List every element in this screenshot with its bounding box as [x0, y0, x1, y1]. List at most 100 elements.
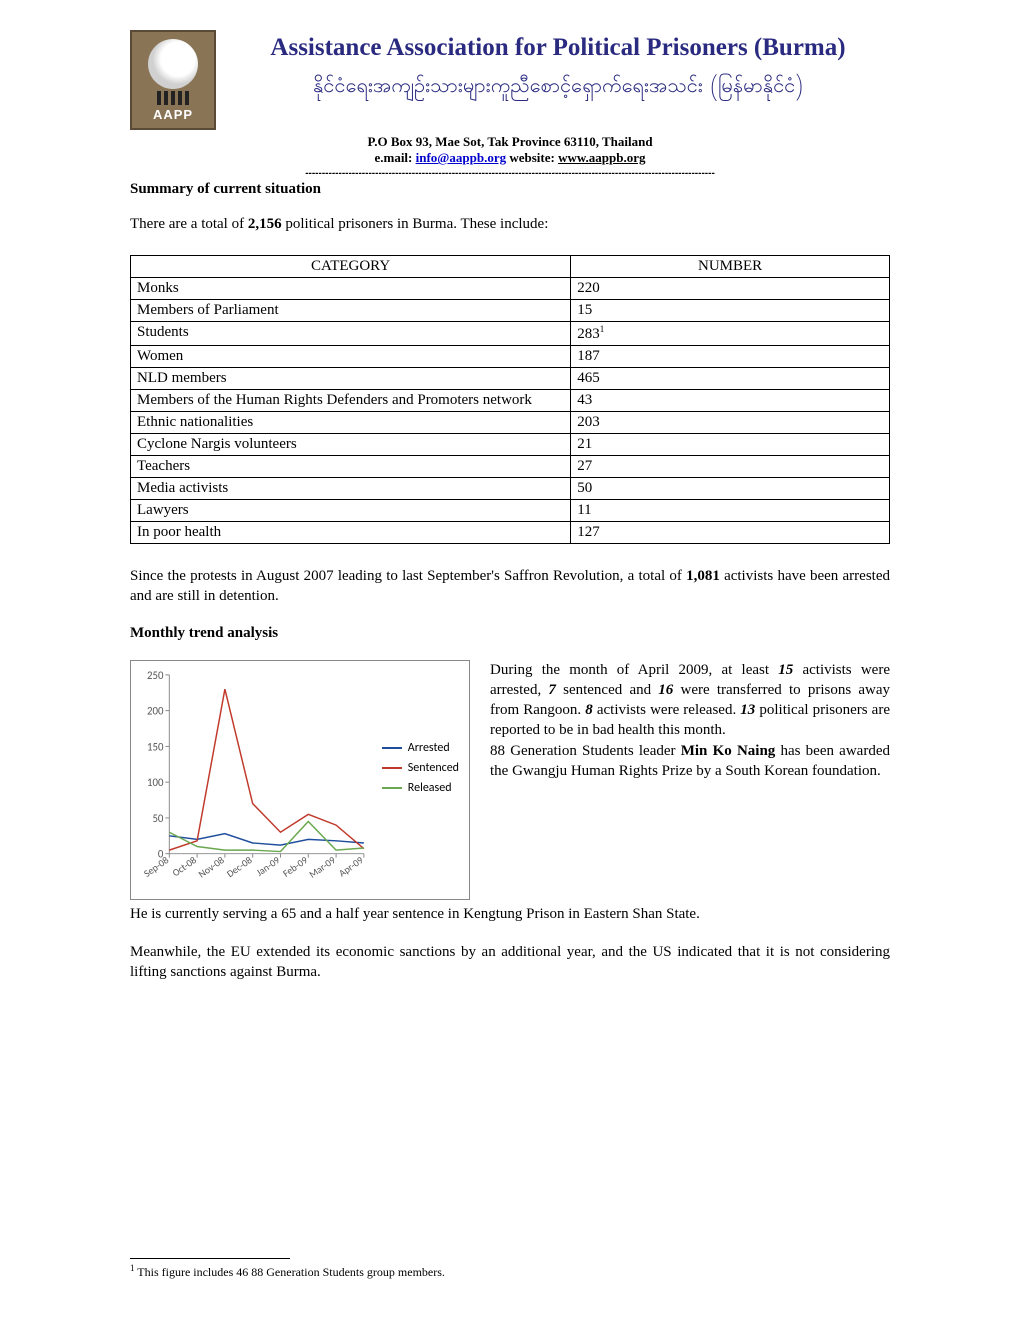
title-block: Assistance Association for Political Pri… — [226, 30, 890, 110]
main-title: Assistance Association for Political Pri… — [226, 34, 890, 62]
mt-name: Min Ko Naing — [681, 743, 776, 759]
since-paragraph: Since the protests in August 2007 leadin… — [130, 566, 890, 607]
footnote-rule — [130, 1258, 290, 1259]
cell-category: Teachers — [131, 456, 571, 478]
monthly-text: During the month of April 2009, at least… — [490, 660, 890, 782]
mt-e: activists were released. — [593, 702, 741, 718]
cell-number: 27 — [571, 456, 890, 478]
table-row: In poor health127 — [131, 522, 890, 544]
cell-number: 15 — [571, 300, 890, 322]
monthly-section: 050100150200250Sep-08Oct-08Nov-08Dec-08J… — [130, 660, 890, 900]
cell-category: Students — [131, 322, 571, 346]
cell-category: Members of the Human Rights Defenders an… — [131, 390, 571, 412]
table-row: Members of the Human Rights Defenders an… — [131, 390, 890, 412]
footnotes: 1 This figure includes 46 88 Generation … — [130, 1258, 890, 1280]
header: AAPP Assistance Association for Politica… — [130, 30, 890, 130]
legend-swatch — [382, 747, 402, 749]
table-row: Cyclone Nargis volunteers21 — [131, 434, 890, 456]
mt-sentenced: 7 — [548, 682, 556, 698]
prison-bars-icon — [157, 91, 189, 105]
cell-category: Women — [131, 346, 571, 368]
logo-text: AAPP — [153, 107, 193, 122]
svg-text:Mar-09: Mar-09 — [307, 854, 338, 881]
table-row: Media activists50 — [131, 478, 890, 500]
sub-title-burmese: နိုင်ငံရေးအကျဉ်းသားများကူညီစောင့်ရှောက်ရ… — [226, 72, 890, 102]
cell-category: Monks — [131, 278, 571, 300]
email-label: e.mail: — [374, 150, 415, 165]
legend-item: Sentenced — [382, 761, 459, 775]
cell-category: Lawyers — [131, 500, 571, 522]
mt-p2a: 88 Generation Students leader — [490, 743, 681, 759]
col-number: NUMBER — [571, 256, 890, 278]
table-row: Women187 — [131, 346, 890, 368]
since-count: 1,081 — [686, 568, 720, 584]
legend-item: Released — [382, 781, 459, 795]
trend-chart: 050100150200250Sep-08Oct-08Nov-08Dec-08J… — [130, 660, 470, 900]
svg-text:Dec-08: Dec-08 — [225, 854, 255, 880]
cell-category: Cyclone Nargis volunteers — [131, 434, 571, 456]
legend-label: Sentenced — [408, 761, 459, 775]
svg-text:100: 100 — [147, 776, 164, 789]
svg-text:Feb-09: Feb-09 — [281, 854, 310, 880]
contact-block: P.O Box 93, Mae Sot, Tak Province 63110,… — [130, 134, 890, 166]
cell-number: 203 — [571, 412, 890, 434]
moon-icon — [148, 39, 198, 89]
legend-item: Arrested — [382, 741, 459, 755]
intro-suffix: political prisoners in Burma. These incl… — [282, 216, 549, 232]
intro-text: There are a total of 2,156 political pri… — [130, 216, 890, 233]
cell-number: 127 — [571, 522, 890, 544]
divider-line: ----------------------------------------… — [130, 168, 890, 179]
cell-number: 220 — [571, 278, 890, 300]
address-line: P.O Box 93, Mae Sot, Tak Province 63110,… — [130, 134, 890, 150]
cell-category: Media activists — [131, 478, 571, 500]
cell-category: In poor health — [131, 522, 571, 544]
category-table: CATEGORY NUMBER Monks220Members of Parli… — [130, 255, 890, 544]
legend-label: Arrested — [408, 741, 450, 755]
continue-text: He is currently serving a 65 and a half … — [130, 904, 890, 924]
table-row: Members of Parliament15 — [131, 300, 890, 322]
table-row: Lawyers11 — [131, 500, 890, 522]
mt-arrested: 15 — [778, 662, 793, 678]
legend-swatch — [382, 787, 402, 789]
svg-text:Jan-09: Jan-09 — [254, 854, 282, 879]
cell-number: 11 — [571, 500, 890, 522]
cell-number: 50 — [571, 478, 890, 500]
col-category: CATEGORY — [131, 256, 571, 278]
mt-a: During the month of April 2009, at least — [490, 662, 778, 678]
cell-number: 465 — [571, 368, 890, 390]
summary-heading: Summary of current situation — [130, 181, 890, 198]
svg-text:200: 200 — [147, 704, 164, 717]
cell-number: 21 — [571, 434, 890, 456]
svg-text:Oct-08: Oct-08 — [170, 854, 199, 879]
cell-number: 187 — [571, 346, 890, 368]
svg-text:250: 250 — [147, 668, 164, 681]
mt-c: sentenced and — [556, 682, 658, 698]
table-row: Teachers27 — [131, 456, 890, 478]
footnote-1: 1 This figure includes 46 88 Generation … — [130, 1263, 890, 1280]
meanwhile-paragraph: Meanwhile, the EU extended its economic … — [130, 942, 890, 983]
monthly-heading: Monthly trend analysis — [130, 625, 890, 642]
legend-swatch — [382, 767, 402, 769]
svg-text:50: 50 — [152, 811, 163, 824]
table-row: NLD members465 — [131, 368, 890, 390]
table-row: Monks220 — [131, 278, 890, 300]
website-label: website: — [506, 150, 558, 165]
email-link[interactable]: info@aappb.org — [416, 150, 506, 165]
svg-text:Apr-09: Apr-09 — [337, 854, 366, 879]
cell-number: 2831 — [571, 322, 890, 346]
cell-category: Members of Parliament — [131, 300, 571, 322]
cell-category: NLD members — [131, 368, 571, 390]
mt-released: 8 — [585, 702, 593, 718]
chart-legend: Arrested Sentenced Released — [382, 741, 459, 801]
table-row: Ethnic nationalities203 — [131, 412, 890, 434]
aapp-logo: AAPP — [130, 30, 216, 130]
svg-text:Nov-08: Nov-08 — [196, 854, 226, 880]
legend-label: Released — [408, 781, 452, 795]
table-row: Students2831 — [131, 322, 890, 346]
mt-badhealth: 13 — [740, 702, 755, 718]
svg-text:150: 150 — [147, 740, 164, 753]
website-link[interactable]: www.aappb.org — [558, 150, 645, 165]
contact-line: e.mail: info@aappb.org website: www.aapp… — [130, 150, 890, 166]
mt-transferred: 16 — [658, 682, 673, 698]
cell-category: Ethnic nationalities — [131, 412, 571, 434]
